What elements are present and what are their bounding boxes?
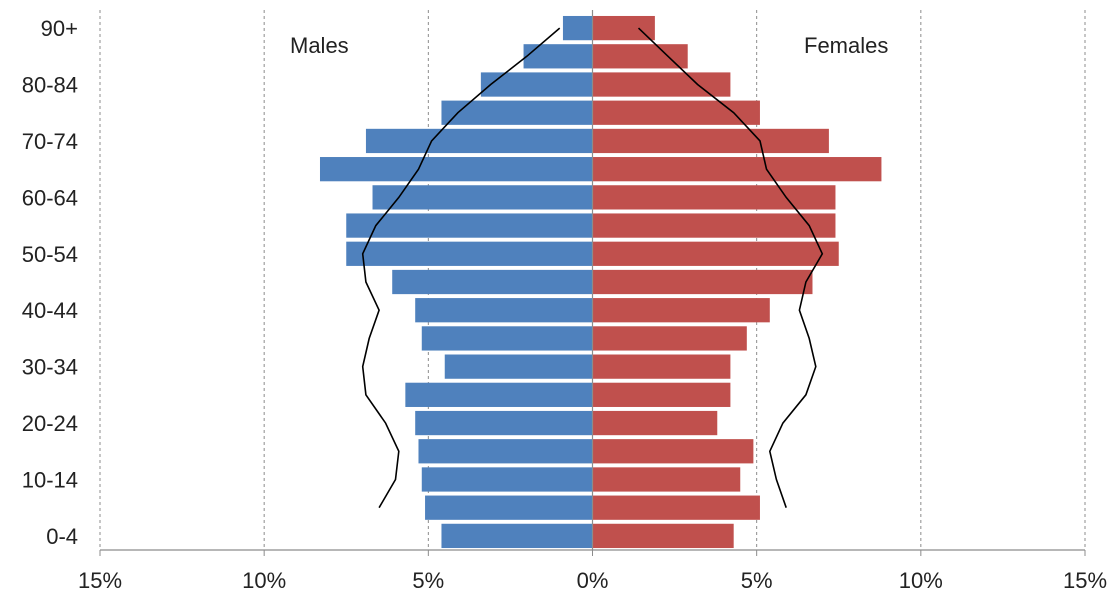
female-bar-15-19 (592, 439, 754, 464)
female-bar-70-74 (592, 128, 829, 154)
y-tick-label-20-24: 20-24 (22, 411, 78, 436)
male-bar-5-9 (425, 495, 593, 520)
female-bar-40-44 (592, 298, 770, 323)
male-bar-50-54 (346, 241, 593, 266)
x-tick-label-3: 0% (577, 568, 609, 593)
male-bar-80-84 (480, 72, 593, 97)
female-bar-85-89 (592, 44, 688, 69)
females-label: Females (804, 33, 888, 58)
label-layer: Males Females (290, 33, 888, 58)
female-reference-line (637, 27, 824, 508)
male-bar-65-69 (319, 157, 593, 182)
female-bar-75-79 (592, 100, 760, 125)
y-tick-label-40-44: 40-44 (22, 298, 78, 323)
male-bar-85-89 (523, 44, 593, 69)
female-bar-45-49 (592, 269, 813, 295)
y-tick-label-10-14: 10-14 (22, 467, 78, 492)
bar-layer (319, 15, 882, 549)
male-bar-75-79 (441, 100, 593, 125)
x-tick-label-5: 10% (899, 568, 943, 593)
x-tick-label-4: 5% (741, 568, 773, 593)
female-bar-55-59 (592, 213, 836, 238)
male-bar-0-4 (441, 523, 593, 549)
y-tick-label-90+: 90+ (41, 16, 78, 41)
female-bar-20-24 (592, 410, 718, 436)
male-bar-90+ (562, 15, 593, 41)
male-bar-70-74 (365, 128, 593, 154)
x-tick-label-2: 5% (412, 568, 444, 593)
male-bar-30-34 (444, 354, 593, 379)
female-bar-10-14 (592, 467, 741, 492)
female-bar-65-69 (592, 157, 882, 182)
y-tick-label-70-74: 70-74 (22, 129, 78, 154)
male-bar-60-64 (372, 185, 593, 210)
female-bar-50-54 (592, 241, 839, 266)
female-bar-60-64 (592, 185, 836, 210)
x-tick-label-0: 15% (78, 568, 122, 593)
male-bar-55-59 (346, 213, 593, 238)
x-tick-label-1: 10% (242, 568, 286, 593)
axis-layer: 15% 10% 5% 0% 5% 10% 15%0-410-1420-2430-3440-4… (22, 10, 1107, 593)
female-bar-35-39 (592, 326, 747, 351)
y-tick-label-60-64: 60-64 (22, 185, 78, 210)
female-bar-30-34 (592, 354, 731, 379)
males-label: Males (290, 33, 349, 58)
male-bar-10-14 (421, 467, 593, 492)
male-bar-40-44 (415, 298, 593, 323)
female-bar-0-4 (592, 523, 734, 549)
y-tick-label-80-84: 80-84 (22, 73, 78, 98)
y-tick-label-50-54: 50-54 (22, 242, 78, 267)
y-tick-label-30-34: 30-34 (22, 355, 78, 380)
male-bar-15-19 (418, 439, 593, 464)
male-bar-35-39 (421, 326, 593, 351)
male-reference-line (361, 27, 561, 509)
y-tick-label-0-4: 0-4 (46, 524, 78, 549)
x-tick-label-6: 15% (1063, 568, 1107, 593)
female-bar-25-29 (592, 382, 731, 407)
male-bar-45-49 (392, 269, 593, 295)
female-bar-90+ (592, 15, 655, 41)
reference-line-layer (361, 27, 824, 509)
male-bar-20-24 (415, 410, 593, 436)
female-bar-5-9 (592, 495, 760, 520)
male-bar-25-29 (405, 382, 593, 407)
